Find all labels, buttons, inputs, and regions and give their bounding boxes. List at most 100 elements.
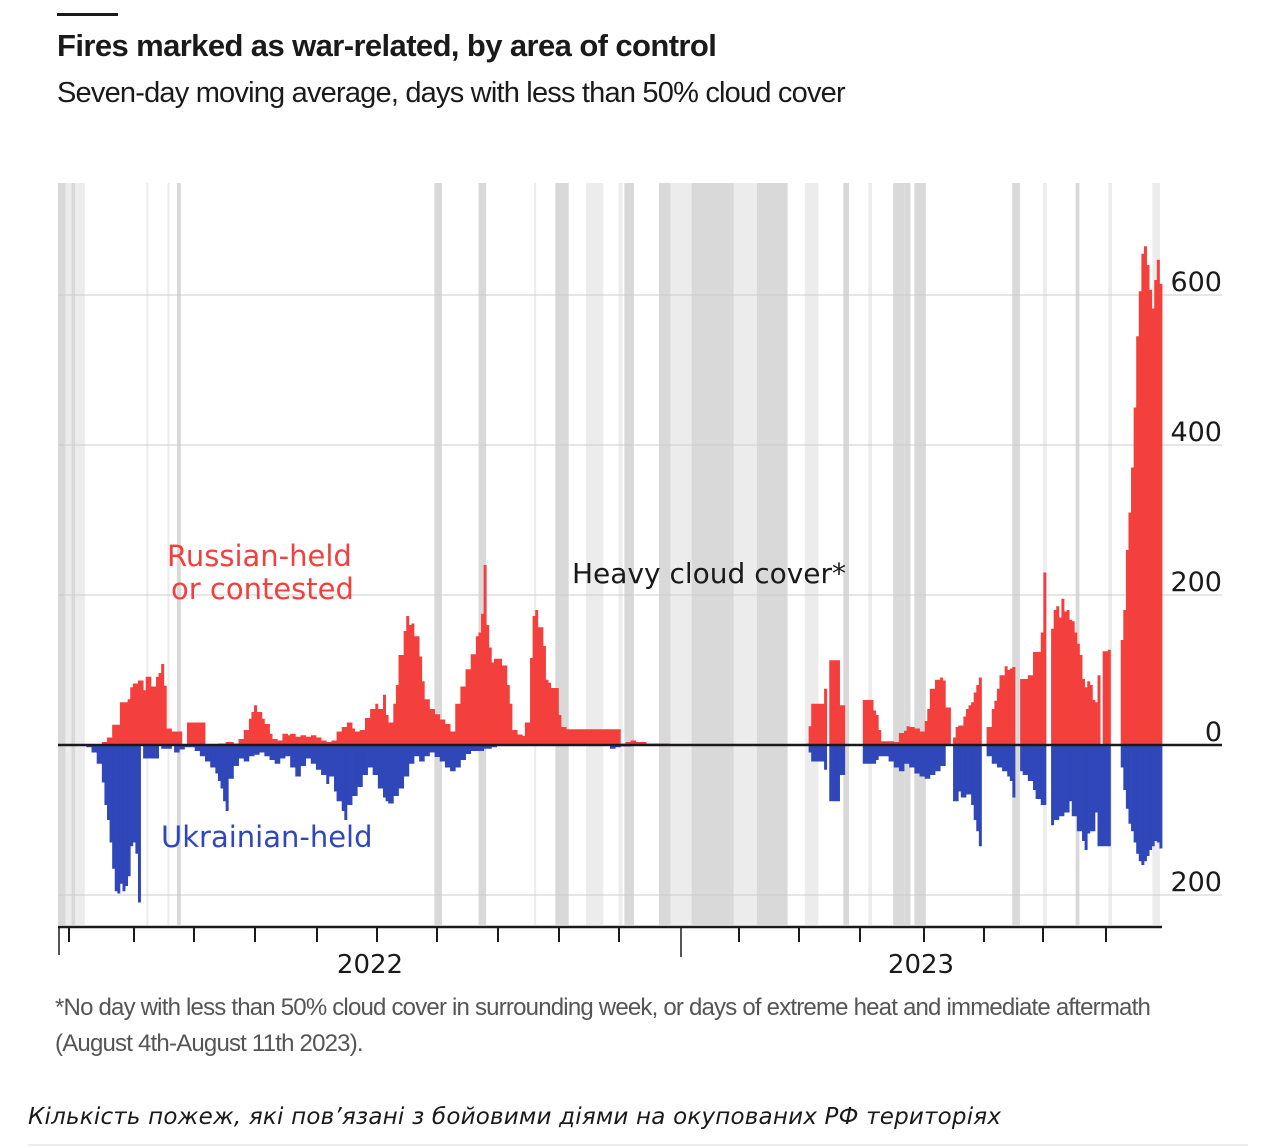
bar-russian-held: [566, 729, 621, 745]
bar-ukrainian-held: [429, 745, 435, 753]
bar-ukrainian-held: [444, 745, 451, 768]
cloud-cover-band: [670, 183, 692, 925]
bar-ukrainian-held: [372, 745, 379, 775]
bar-russian-held: [403, 631, 407, 745]
bar-russian-held: [924, 721, 928, 745]
bar-ukrainian-held: [424, 745, 430, 757]
bar-ukrainian-held: [179, 745, 185, 750]
bar-russian-held: [413, 636, 420, 745]
bar-russian-held: [1136, 336, 1140, 745]
bar-ukrainian-held: [205, 745, 211, 762]
bar-ukrainian-held: [107, 745, 110, 820]
legend-russian-held-line2: or contested: [171, 572, 354, 606]
bar-russian-held: [364, 718, 371, 745]
bar-russian-held: [375, 703, 379, 745]
bar-russian-held: [1025, 679, 1029, 745]
bar-russian-held: [935, 679, 941, 745]
bar-russian-held: [824, 688, 828, 745]
chart-area: 600 400 200 0 200 2022 2023 Russian-held or c…: [58, 183, 1222, 980]
bar-russian-held: [107, 737, 113, 745]
x-axis: 2022 2023: [58, 743, 1222, 980]
cloud-cover-band: [167, 183, 170, 925]
bar-ukrainian-held: [274, 745, 281, 764]
cloud-cover-band: [81, 183, 85, 925]
bar-russian-held: [906, 726, 910, 745]
bar-ukrainian-held: [1151, 745, 1155, 847]
bar-russian-held: [1128, 512, 1132, 745]
bar-russian-held: [904, 730, 908, 745]
y-tick-label: 200: [1170, 567, 1222, 598]
footnote: *No day with less than 50% cloud cover i…: [55, 990, 1225, 1062]
bar-russian-held: [535, 610, 539, 745]
bar-russian-held: [625, 742, 632, 745]
bar-russian-held: [829, 660, 838, 745]
bar-russian-held: [898, 733, 905, 745]
bar-ukrainian-held: [914, 745, 920, 774]
bar-ukrainian-held: [96, 745, 103, 764]
y-tick-label: 200: [1170, 867, 1222, 898]
bar-ukrainian-held: [470, 745, 485, 751]
bar-russian-held: [295, 736, 301, 745]
bar-russian-held: [130, 687, 134, 745]
y-tick-label: 600: [1170, 267, 1222, 298]
bar-russian-held: [352, 728, 356, 745]
bar-russian-held: [986, 727, 993, 745]
bar-ukrainian-held: [413, 745, 420, 757]
bar-russian-held: [377, 709, 384, 745]
bar-russian-held: [406, 616, 410, 745]
bar-russian-held: [506, 685, 510, 745]
bar-ukrainian-held: [996, 745, 1003, 768]
bar-ukrainian-held: [130, 745, 134, 847]
bar-russian-held: [945, 707, 951, 745]
bar-russian-held: [354, 731, 361, 745]
bar-ukrainian-held: [1033, 745, 1037, 790]
bar-ukrainian-held: [1053, 745, 1060, 820]
bar-russian-held: [973, 692, 977, 745]
bar-ukrainian-held: [310, 745, 317, 764]
bar-russian-held: [630, 740, 637, 745]
bar-russian-held: [919, 731, 926, 745]
bar-russian-held: [1084, 687, 1088, 745]
chart-subtitle: Seven-day moving average, days with less…: [57, 77, 846, 109]
bar-ukrainian-held: [1123, 745, 1127, 790]
cloud-cover-band: [1075, 183, 1080, 925]
bar-ukrainian-held: [223, 745, 227, 802]
bar-ukrainian-held: [839, 745, 846, 775]
bar-ukrainian-held: [883, 745, 889, 757]
cloud-cover-band: [586, 183, 604, 925]
bar-russian-held: [1061, 598, 1065, 745]
bar-russian-held: [1063, 611, 1067, 745]
bar-russian-held: [251, 712, 255, 745]
bar-ukrainian-held: [958, 745, 962, 792]
bar-ukrainian-held: [305, 745, 312, 759]
bar-ukrainian-held: [238, 745, 245, 759]
bar-ukrainian-held: [127, 745, 131, 877]
bar-ukrainian-held: [143, 745, 157, 759]
bar-ukrainian-held: [408, 745, 415, 764]
bar-ukrainian-held: [101, 745, 105, 783]
bar-ukrainian-held: [243, 745, 250, 762]
bar-russian-held: [156, 676, 159, 745]
bar-russian-held: [254, 705, 258, 745]
bar-ukrainian-held: [174, 745, 180, 753]
bar-russian-held: [999, 675, 1003, 745]
bar-russian-held: [1094, 702, 1098, 745]
bar-ukrainian-held: [455, 745, 461, 768]
bar-ukrainian-held: [264, 745, 270, 757]
bar-russian-held: [411, 623, 415, 745]
bar-russian-held: [225, 742, 234, 745]
bar-russian-held: [132, 683, 139, 745]
bar-russian-held: [460, 686, 466, 745]
bar-ukrainian-held: [132, 745, 136, 843]
bar-russian-held: [560, 727, 567, 745]
bar-russian-held: [940, 677, 944, 745]
bar-russian-held: [1071, 621, 1075, 745]
y-axis-labels: 600 400 200 0 200: [1170, 267, 1222, 898]
bar-russian-held: [408, 625, 412, 745]
bar-russian-held: [478, 632, 482, 745]
bar-russian-held: [137, 680, 144, 745]
bar-russian-held: [398, 655, 405, 745]
bar-russian-held: [305, 736, 312, 745]
bar-russian-held: [955, 727, 959, 745]
bar-russian-held: [914, 728, 920, 745]
